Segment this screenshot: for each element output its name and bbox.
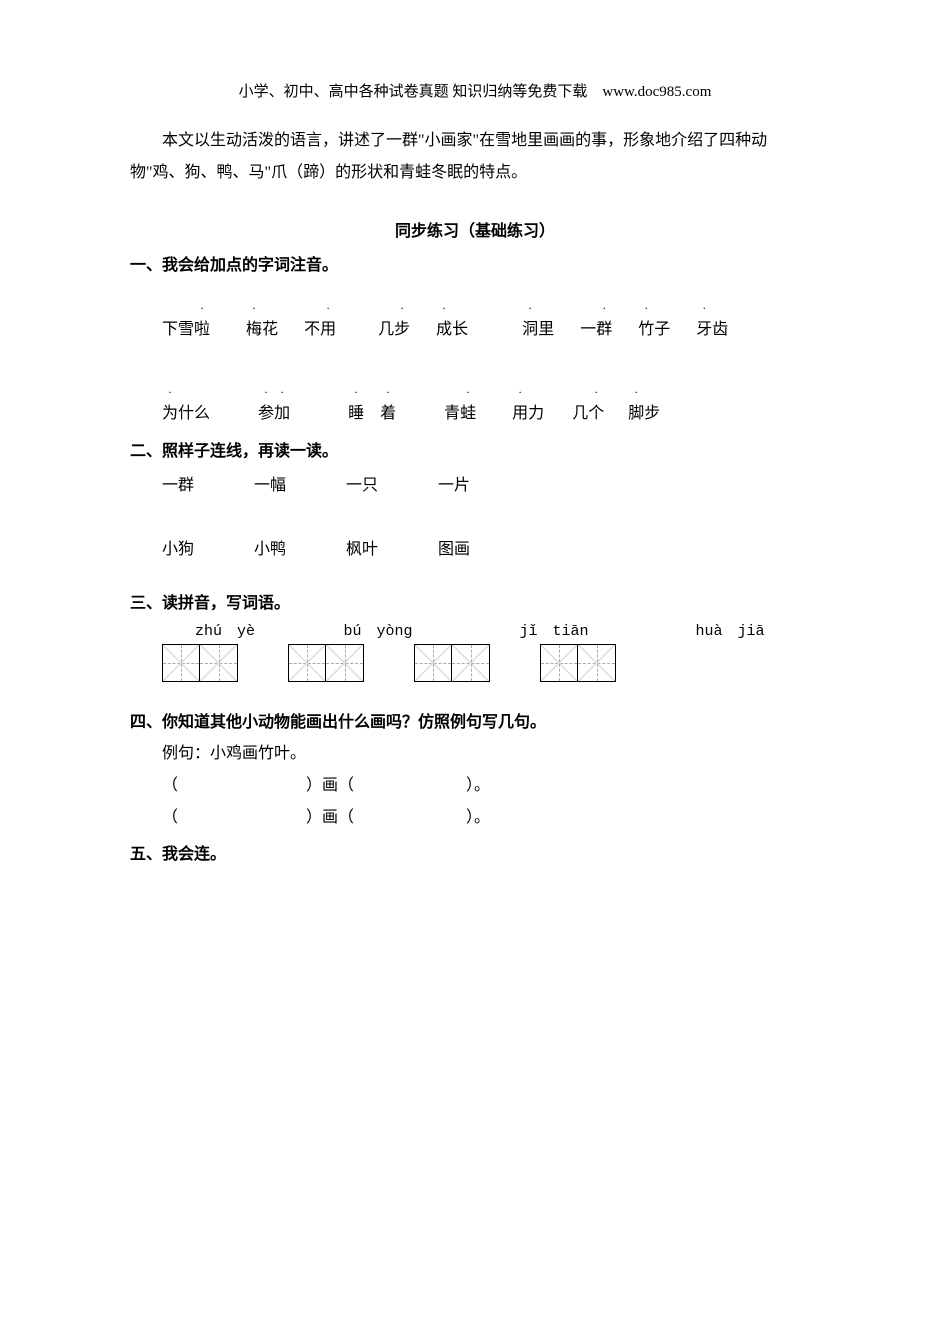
- dotted-word: 不用: [304, 315, 336, 339]
- match-item: 小鸭: [254, 535, 286, 559]
- section3-heading: 三、读拼音，写词语。: [130, 589, 820, 613]
- writing-box-pair: [162, 644, 238, 682]
- tian-box: [452, 644, 490, 682]
- section3-pinyin-row: zhú yèbú yòngjǐ tiānhuà jiā: [160, 619, 820, 640]
- dotted-word: 为什么: [162, 399, 210, 423]
- section4-line1: （ ）画（ ）。: [162, 770, 820, 802]
- section3-boxes-row: [162, 644, 820, 682]
- dotted-word: 梅花: [246, 315, 278, 339]
- match-item: 一片: [438, 471, 470, 495]
- match-item: 小狗: [162, 535, 194, 559]
- tian-box: [288, 644, 326, 682]
- dotted-word: 洞里: [522, 315, 554, 339]
- dotted-word: 牙齿: [696, 315, 728, 339]
- page: 小学、初中、高中各种试卷真题 知识归纳等免费下载 www.doc985.com …: [0, 0, 950, 1344]
- section4-heading: 四、你知道其他小动物能画出什么画吗？仿照例句写几句。: [130, 708, 820, 732]
- pinyin-label: huà jiā: [642, 619, 818, 640]
- pinyin-label: jǐ tiān: [466, 619, 642, 640]
- section1-row1: 下雪啦 梅花 不用 几步 成长 洞里 一群 竹子 牙齿: [162, 315, 820, 339]
- pinyin-label: zhú yè: [160, 619, 290, 640]
- writing-box-pair: [414, 644, 490, 682]
- subtitle: 同步练习（基础练习）: [130, 217, 820, 241]
- dotted-word: 一群: [580, 315, 612, 339]
- dotted-word: 下雪啦: [162, 315, 210, 339]
- dotted-word: 脚步: [628, 399, 660, 423]
- writing-box-pair: [288, 644, 364, 682]
- dotted-word: 用力: [512, 399, 544, 423]
- match-item: 一只: [346, 471, 378, 495]
- tian-box: [162, 644, 200, 682]
- tian-box: [326, 644, 364, 682]
- section2-top-row: 一群 一幅 一只 一片: [162, 471, 820, 495]
- dotted-word: 成长: [436, 315, 468, 339]
- tian-box: [578, 644, 616, 682]
- section1-heading: 一、我会给加点的字词注音。: [130, 251, 820, 275]
- intro-paragraph: 本文以生动活泼的语言，讲述了一群"小画家"在雪地里画画的事，形象地介绍了四种动物…: [130, 125, 820, 189]
- section2-heading: 二、照样子连线，再读一读。: [130, 437, 820, 461]
- section4-line2: （ ）画（ ）。: [162, 802, 820, 834]
- section4-example: 例句：小鸡画竹叶。: [162, 738, 820, 770]
- dotted-word: 几个: [572, 399, 604, 423]
- tian-box: [540, 644, 578, 682]
- dotted-word: 青蛙: [444, 399, 476, 423]
- writing-box-pair: [540, 644, 616, 682]
- match-item: 一群: [162, 471, 194, 495]
- dotted-word: 参加: [258, 399, 290, 423]
- match-item: 枫叶: [346, 535, 378, 559]
- tian-box: [414, 644, 452, 682]
- match-item: 一幅: [254, 471, 286, 495]
- section5-heading: 五、我会连。: [130, 840, 820, 864]
- section2-bottom-row: 小狗 小鸭 枫叶 图画: [162, 535, 820, 559]
- dotted-word: 竹子: [638, 315, 670, 339]
- pinyin-label: bú yòng: [290, 619, 466, 640]
- dotted-word: 几步: [378, 315, 410, 339]
- section1-row2: 为什么 参加 睡 着 青蛙 用力 几个脚步: [162, 399, 820, 423]
- tian-box: [200, 644, 238, 682]
- page-header: 小学、初中、高中各种试卷真题 知识归纳等免费下载 www.doc985.com: [130, 80, 820, 101]
- dotted-word: 睡 着: [348, 399, 396, 423]
- match-item: 图画: [438, 535, 470, 559]
